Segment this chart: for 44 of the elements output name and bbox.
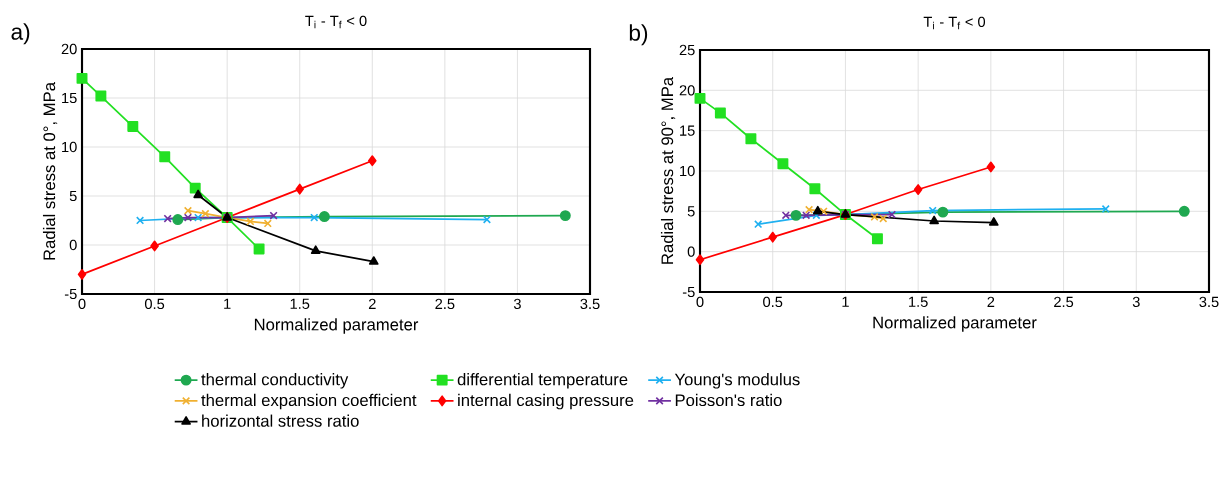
- x-axis-title: Normalized parameter: [254, 318, 419, 334]
- chart-title: T$_{i}$ - T$_{f}$ < 0: [923, 16, 986, 30]
- text: a): [11, 23, 30, 45]
- x-tick-label: 3.5: [580, 298, 600, 310]
- x-tick-label: 3.5: [1199, 296, 1219, 308]
- x-tick-label: 1: [842, 296, 849, 307]
- y-tick-label: -5: [64, 288, 77, 300]
- y-tick-label: 20: [679, 85, 695, 96]
- y-tick-label: 20: [61, 43, 77, 55]
- x-tick-label: 3: [513, 298, 521, 310]
- legend-label: horizontal stress ratio: [202, 414, 359, 427]
- y-tick-label: -5: [682, 286, 695, 298]
- x-tick-label: 0.5: [763, 296, 783, 308]
- x-tick-label: 0: [696, 296, 704, 308]
- x-tick-label: 2: [987, 296, 995, 307]
- y-tick-label: 15: [680, 125, 695, 136]
- x-tick-label: 0: [78, 298, 86, 310]
- x-tick-label: 0.5: [144, 298, 165, 310]
- y-tick-label: 25: [679, 44, 695, 56]
- legend-label: thermal conductivity: [201, 373, 349, 389]
- legend-label: thermal expansion coefficient: [201, 393, 417, 410]
- y-tick-label: 15: [62, 92, 77, 104]
- y-tick-label: 0: [687, 246, 695, 257]
- y-tick-label: 5: [687, 206, 695, 217]
- y-tick-label: 0: [69, 239, 77, 251]
- legend-label: Young's modulus: [674, 373, 800, 389]
- y-axis-title: Radial stress at 0°, MPa: [42, 82, 58, 260]
- x-axis-title: Normalized parameter: [873, 316, 1037, 332]
- text: b): [629, 24, 648, 46]
- x-tick-label: 2.5: [435, 298, 455, 310]
- y-tick-label: 10: [62, 141, 77, 153]
- legend-label: differential temperature: [457, 373, 628, 389]
- legend-label: Poisson's ratio: [675, 393, 782, 407]
- legend-label: internal casing pressure: [458, 393, 634, 410]
- y-tick-label: 5: [69, 190, 77, 202]
- x-tick-label: 2: [368, 298, 376, 309]
- y-tick-label: 10: [680, 165, 695, 177]
- y-axis-title: Radial stress at 90°, MPa: [660, 76, 676, 264]
- x-tick-label: 1: [224, 298, 231, 309]
- x-tick-label: 3: [1132, 296, 1140, 308]
- x-tick-label: 2.5: [1054, 296, 1074, 308]
- chart-title: T$_{i}$ - T$_{f}$ < 0: [305, 15, 367, 29]
- x-tick-label: 1.5: [909, 296, 928, 307]
- x-tick-label: 1.5: [290, 298, 310, 309]
